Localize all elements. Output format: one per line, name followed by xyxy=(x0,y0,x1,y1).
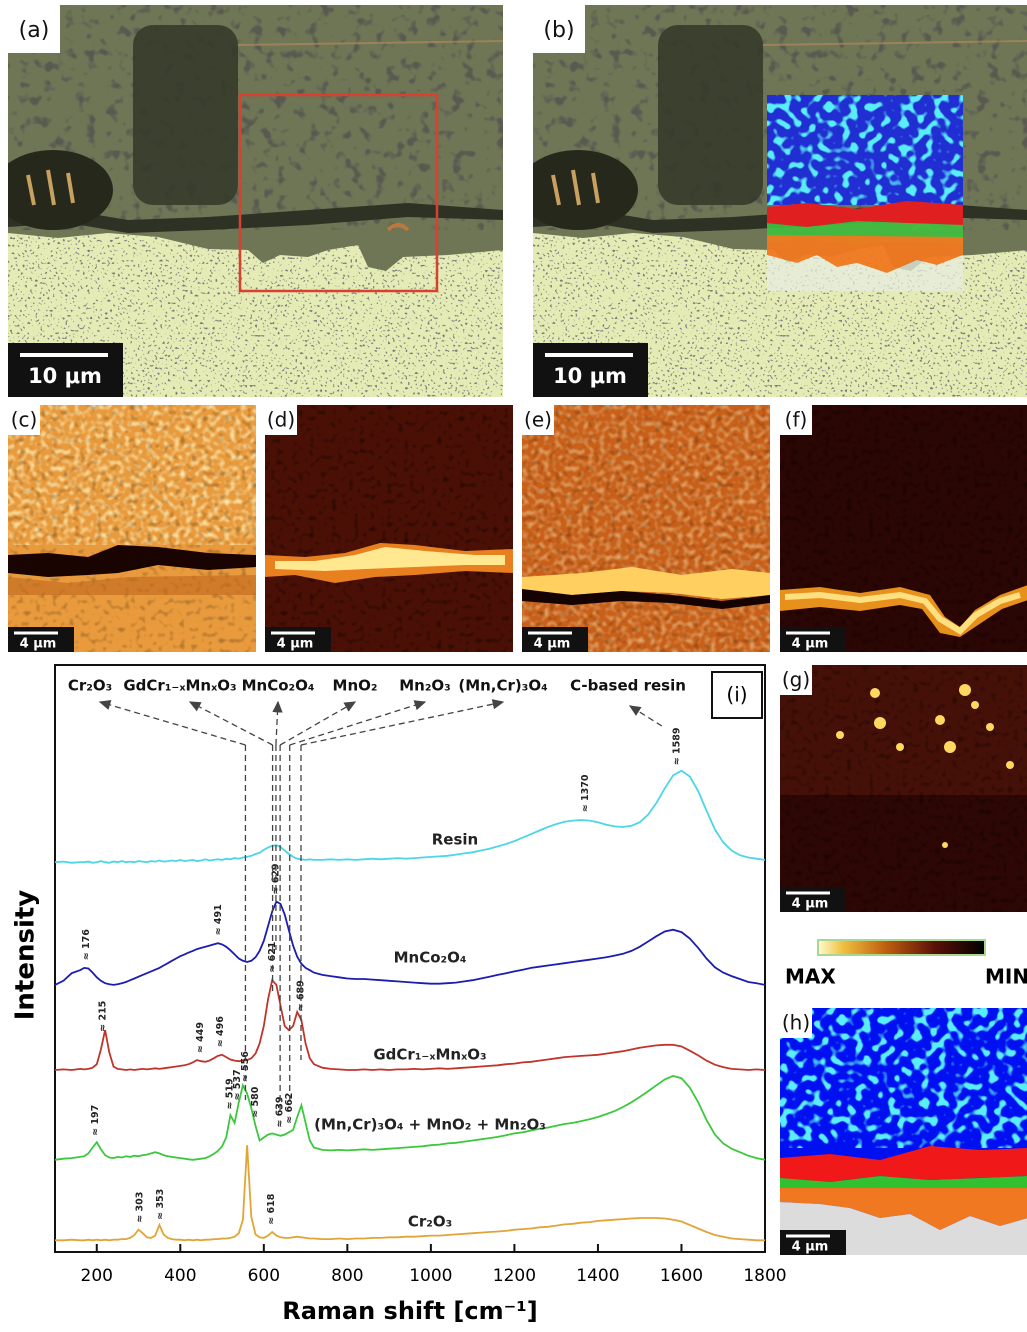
micrograph xyxy=(0,5,503,397)
peak-label: ≈ 618 xyxy=(266,1193,277,1224)
peak-label: ≈ 496 xyxy=(215,1016,226,1047)
panel-label: (i) xyxy=(726,683,747,707)
peak-label: ≈ 176 xyxy=(81,929,92,960)
series-label: Cr₂O₃ xyxy=(408,1213,452,1231)
x-tick-label: 1600 xyxy=(660,1266,703,1286)
panel-label: (b) xyxy=(543,18,574,43)
spectrum-line xyxy=(54,1074,766,1161)
bright-spots xyxy=(836,684,1014,848)
x-tick-label: 1400 xyxy=(576,1266,619,1286)
panel-label: (c) xyxy=(11,408,38,432)
scale-box xyxy=(533,343,648,397)
panel-h: (h) 4 μm xyxy=(780,1008,1027,1255)
spectrum-line xyxy=(55,1145,765,1242)
colorbar-min: MIN xyxy=(985,965,1027,989)
dark-band xyxy=(8,545,256,577)
panel-label: (a) xyxy=(19,18,50,43)
x-tick-label: 1800 xyxy=(743,1266,786,1286)
plot-frame xyxy=(54,664,766,1253)
panel-f: (f) 4 μm xyxy=(780,405,1027,652)
series-label: Resin xyxy=(432,831,478,849)
phase-label: MnO₂ xyxy=(333,677,378,695)
label-box xyxy=(8,5,60,53)
label-box xyxy=(533,5,585,53)
phase-label: GdCr₁₋ₓMnₓO₃ xyxy=(123,677,236,695)
y-axis-title: Intensity xyxy=(11,890,41,1021)
spectrum-line xyxy=(54,900,766,986)
series-label: MnCo₂O₄ xyxy=(394,949,467,967)
phase-arrow xyxy=(188,701,273,746)
peak-label: ≈ 580 xyxy=(250,1086,261,1117)
panel-label: (g) xyxy=(782,668,810,692)
peak-label: ≈ 1370 xyxy=(580,774,591,812)
peak-label: ≈ 197 xyxy=(90,1105,101,1136)
panel-label: (e) xyxy=(524,408,552,432)
scale-label: 4 μm xyxy=(20,637,57,652)
peak-label: ≈ 215 xyxy=(98,1001,109,1032)
peak-label: ≈ 662 xyxy=(284,1093,295,1124)
scale-label: 4 μm xyxy=(792,637,829,652)
phase-arrow xyxy=(279,701,357,746)
spectrum-line xyxy=(54,769,766,864)
panel-label: (f) xyxy=(785,408,808,432)
series-label: GdCr₁₋ₓMnₓO₃ xyxy=(373,1046,486,1064)
panel-b: (b) 10 μm xyxy=(518,5,1027,397)
roi-box xyxy=(238,93,439,293)
peak-label: ≈ 353 xyxy=(155,1189,166,1220)
x-tick-label: 800 xyxy=(331,1266,363,1286)
scale-label: 4 μm xyxy=(277,637,314,652)
peak-label: ≈ 639 xyxy=(275,1097,286,1128)
scale-label: 10 μm xyxy=(553,364,627,388)
label-box xyxy=(711,671,763,719)
colorbar xyxy=(817,939,986,956)
x-tick-label: 1200 xyxy=(493,1266,536,1286)
peak-label: ≈ 491 xyxy=(213,904,224,935)
scale-label: 4 μm xyxy=(792,1240,829,1255)
phase-arrow xyxy=(289,700,427,746)
phase-label: C-based resin xyxy=(570,677,686,695)
peak-label: ≈ 449 xyxy=(195,1022,206,1053)
x-tick-label: 200 xyxy=(81,1266,113,1286)
peak-label: ≈ 519 xyxy=(224,1078,235,1109)
scale-box xyxy=(8,343,123,397)
panel-g: (g) 4 μm xyxy=(780,665,1027,912)
phase-arrow xyxy=(628,705,663,727)
x-tick-label: 600 xyxy=(248,1266,280,1286)
colorbar-max: MAX xyxy=(785,965,836,989)
phase-arrow xyxy=(272,700,283,746)
peak-label: ≈ 537 xyxy=(232,1069,243,1100)
x-tick-label: 1000 xyxy=(409,1266,452,1286)
spectrum-line xyxy=(54,978,766,1071)
phase-label: Mn₂O₃ xyxy=(399,677,451,695)
panel-label: (d) xyxy=(267,408,295,432)
scale-label: 4 μm xyxy=(792,897,829,912)
x-axis-title: Raman shift [cm⁻¹] xyxy=(282,1297,538,1325)
phase-label: (Mn,Cr)₃O₄ xyxy=(458,677,547,695)
phase-arrow xyxy=(98,699,246,746)
peak-label: ≈ 303 xyxy=(134,1192,145,1223)
x-tick-label: 400 xyxy=(164,1266,196,1286)
phase-label: MnCo₂O₄ xyxy=(242,677,315,695)
panel-label: (h) xyxy=(782,1011,810,1035)
panel-a: (a) 10 μm xyxy=(0,5,503,397)
panel-d: (d) 4 μm xyxy=(265,405,513,652)
panel-e: (e) 4 μm xyxy=(522,405,770,652)
series-label: (Mn,Cr)₃O₄ + MnO₂ + Mn₂O₃ xyxy=(314,1116,546,1134)
scale-label: 10 μm xyxy=(28,364,102,388)
scale-label: 4 μm xyxy=(534,637,571,652)
phase-arrow xyxy=(300,699,505,746)
panel-c: (c) 4 μm xyxy=(8,405,256,652)
plot: 200 400 600 800 1000 1200 1400 1600 1800 Resin ≈ 1… xyxy=(54,677,787,1286)
bright-band xyxy=(522,567,770,599)
phase-label: Cr₂O₃ xyxy=(68,677,112,695)
peak-label: ≈ 1589 xyxy=(671,728,682,766)
phase-map-overlay xyxy=(767,95,963,291)
